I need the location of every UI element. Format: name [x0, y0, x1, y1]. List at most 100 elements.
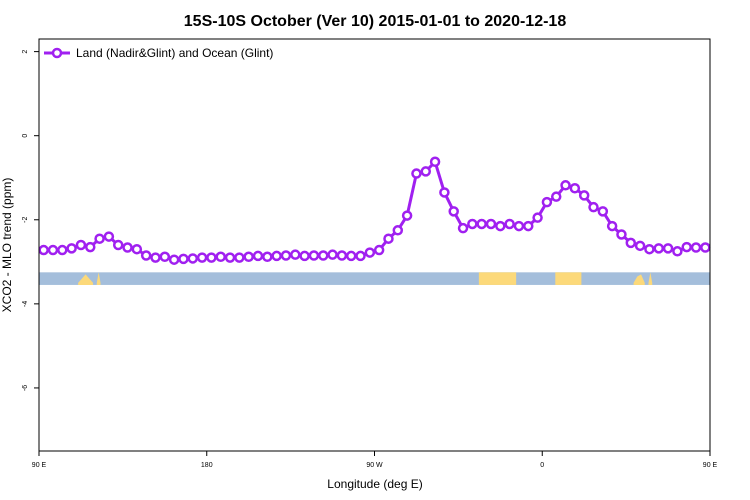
data-point	[597, 206, 609, 217]
data-point	[401, 210, 413, 221]
data-point	[131, 243, 143, 255]
data-point	[383, 233, 394, 244]
legend-label: Land (Nadir&Glint) and Ocean (Glint)	[76, 46, 273, 60]
data-point	[513, 220, 525, 232]
x-axis-label: Longitude (deg E)	[327, 477, 422, 491]
y-tick-label: -6	[22, 385, 29, 391]
data-point	[168, 254, 180, 265]
data-point	[476, 218, 487, 230]
data-point	[178, 253, 189, 265]
data-point	[690, 242, 702, 253]
land-bump	[78, 274, 94, 285]
data-point	[392, 225, 404, 236]
x-tick-label: 90 W	[366, 462, 383, 469]
data-point	[457, 222, 469, 234]
data-point	[634, 240, 646, 252]
data-point	[94, 233, 105, 244]
data-point	[122, 242, 133, 253]
y-axis-label: XCO2 - MLO trend (ppm)	[0, 178, 14, 313]
data-point	[560, 180, 571, 191]
land-bump	[633, 274, 645, 285]
data-point	[439, 187, 450, 198]
data-point	[625, 237, 637, 249]
data-point	[103, 231, 115, 242]
data-point	[299, 250, 310, 262]
land-bump	[648, 272, 653, 285]
data-point	[234, 252, 245, 263]
data-point	[159, 251, 171, 263]
data-point	[327, 249, 338, 260]
data-point	[541, 196, 553, 208]
surface-band	[39, 272, 710, 285]
data-point	[355, 250, 366, 262]
data-point	[271, 250, 282, 262]
data-point	[336, 250, 348, 261]
y-tick-label: -4	[22, 301, 29, 307]
data-point	[252, 250, 264, 262]
data-point	[523, 220, 534, 232]
data-point	[224, 252, 236, 263]
data-point	[206, 252, 217, 263]
data-point	[215, 251, 226, 263]
data-point	[616, 229, 627, 240]
legend: Land (Nadir&Glint) and Ocean (Glint)	[44, 46, 273, 60]
data-point	[606, 220, 618, 232]
data-point	[317, 250, 329, 261]
land-segment	[555, 272, 582, 285]
x-tick-label: 180	[201, 462, 213, 469]
data-point	[85, 241, 96, 253]
data-point	[485, 218, 497, 230]
data-point	[262, 251, 273, 263]
data-point	[140, 250, 152, 261]
data-point	[550, 191, 562, 202]
y-tick-label: 0	[22, 134, 29, 138]
data-point	[700, 242, 711, 253]
data-point	[150, 252, 161, 263]
data-point	[364, 247, 376, 258]
data-point	[308, 250, 320, 261]
x-tick-label: 90 E	[703, 462, 718, 469]
x-tick-label: 0	[540, 462, 544, 469]
data-point	[588, 201, 599, 213]
data-point	[448, 206, 459, 217]
data-point	[373, 244, 385, 256]
x-tick-label: 90 E	[32, 462, 47, 469]
data-point	[467, 218, 478, 230]
chart-title: 15S-10S October (Ver 10) 2015-01-01 to 2…	[184, 13, 567, 30]
y-tick-label: 2	[22, 50, 29, 54]
land-segment	[478, 272, 517, 285]
x-axis: 90 E 180 90 W 0 90 E	[32, 451, 718, 469]
data-point	[112, 239, 124, 251]
data-point	[681, 241, 692, 253]
data-point	[187, 253, 199, 264]
data-point	[653, 243, 664, 254]
data-point	[196, 252, 208, 263]
data-point	[672, 246, 683, 257]
data-point	[345, 250, 357, 262]
y-tick-label: -2	[22, 217, 29, 223]
data-point	[290, 249, 301, 260]
data-point	[75, 239, 87, 251]
data-point	[411, 168, 422, 179]
data-point	[38, 244, 49, 256]
data-point	[47, 244, 59, 256]
legend-marker	[51, 47, 63, 59]
data-point	[429, 156, 441, 168]
data-point	[569, 182, 581, 194]
data-point	[532, 212, 543, 223]
data-point	[504, 218, 515, 230]
series-layer	[38, 156, 711, 265]
data-point	[578, 190, 590, 201]
data-point	[280, 250, 292, 261]
data-point	[420, 166, 432, 177]
data-point	[57, 244, 68, 256]
y-axis: 2 0 -2 -4 -6	[22, 50, 39, 391]
data-point	[243, 251, 254, 263]
data-point	[66, 243, 77, 254]
data-point	[495, 220, 506, 232]
data-point	[662, 243, 674, 254]
land-bump	[96, 272, 101, 285]
ocean-band	[39, 272, 710, 285]
data-point	[644, 243, 655, 255]
